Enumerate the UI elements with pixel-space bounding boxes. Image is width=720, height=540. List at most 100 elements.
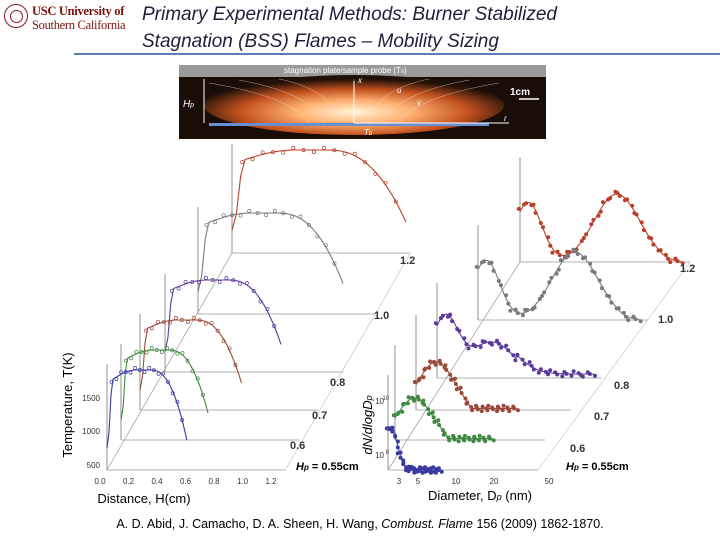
left-marker (190, 279, 195, 284)
right-marker (439, 469, 444, 474)
right-marker (393, 433, 398, 438)
flame-photo: stagnation plate/sample probe (Ts) Hp x … (179, 65, 546, 139)
left-marker (166, 379, 170, 384)
right-marker (464, 342, 469, 347)
right-marker (416, 397, 421, 402)
left-marker (190, 369, 195, 374)
right-x-tick: 50 (545, 477, 554, 486)
tb-label: Tb (364, 128, 373, 137)
right-curves (384, 189, 685, 475)
right-x-tick: 3 (397, 477, 402, 486)
right-y-tick-exponent: 8 (386, 450, 390, 456)
right-depth-label: 1.0 (658, 314, 673, 326)
left-marker (165, 346, 170, 350)
left-marker (185, 358, 190, 363)
right-marker (450, 319, 455, 324)
right-marker (663, 252, 668, 257)
citation-ref: 156 (2009) 1862-1870. (472, 517, 604, 531)
right-marker (515, 311, 520, 316)
right-marker (626, 318, 631, 323)
right-marker (482, 259, 487, 264)
left-marker (129, 356, 134, 361)
right-marker (476, 438, 481, 443)
left-x-tick: 0.0 (94, 477, 106, 486)
right-ylabel: dN/dlogDp (360, 395, 375, 454)
left-marker (298, 214, 303, 219)
right-marker (554, 271, 559, 276)
right-marker (448, 312, 453, 317)
right-marker (638, 319, 643, 324)
left-curve (164, 279, 282, 352)
right-marker (449, 377, 454, 382)
right-marker (469, 405, 474, 409)
right-marker (531, 367, 536, 372)
right-marker (475, 407, 480, 412)
left-marker (161, 319, 166, 324)
right-marker (680, 261, 685, 266)
left-marker (124, 358, 129, 363)
left-depth-label: 1.2 (400, 255, 415, 267)
left-marker (133, 366, 138, 370)
left-marker (342, 151, 347, 156)
left-marker (264, 213, 269, 217)
right-marker (557, 253, 562, 258)
right-marker (639, 220, 644, 225)
right-marker (599, 286, 604, 291)
left-marker (173, 316, 178, 320)
left-marker (170, 348, 175, 353)
right-marker (630, 203, 635, 208)
left-marker (204, 222, 209, 227)
right-marker (598, 209, 603, 214)
title-line1: Primary Experimental Methods: Burner Sta… (142, 4, 558, 25)
right-marker (440, 313, 445, 318)
right-marker (506, 348, 511, 353)
right-x-tick: 10 (452, 477, 461, 486)
left-marker (197, 318, 202, 323)
left-depth-label: 1.0 (374, 310, 389, 322)
right-marker (600, 200, 605, 205)
right-marker (513, 307, 518, 312)
right-marker (479, 409, 484, 414)
right-marker (496, 279, 501, 283)
right-marker (453, 382, 458, 386)
right-marker (548, 368, 553, 373)
left-marker (247, 209, 252, 213)
right-marker (546, 235, 551, 240)
left-marker (169, 288, 174, 293)
left-marker (291, 146, 296, 150)
right-marker (527, 360, 532, 365)
right-marker (515, 352, 520, 357)
right-marker (649, 236, 654, 241)
right-marker (583, 255, 588, 260)
title-underline (74, 53, 720, 55)
right-marker (508, 308, 513, 313)
left-marker (373, 171, 378, 176)
left-marker (142, 370, 147, 374)
right-marker (428, 359, 433, 364)
title-line2: Stagnation (BSS) Flames – Mobility Sizin… (142, 31, 499, 52)
right-frames (387, 157, 691, 471)
right-marker (478, 345, 483, 349)
left-texts: 1.2 1.0 0.8 0.7 0.6 0.0 0.2 0.4 0.6 0.8 1.0 1.2 1500… (82, 255, 415, 486)
right-marker (402, 401, 406, 406)
left-marker (200, 393, 205, 397)
right-marker (436, 468, 441, 472)
right-marker (496, 406, 501, 411)
right-marker (624, 314, 628, 319)
left-marker (213, 220, 218, 225)
right-marker (412, 398, 417, 403)
left-marker (123, 370, 128, 375)
left-marker (281, 150, 286, 155)
left-marker (179, 318, 184, 322)
left-ylabel: Temperature, T(K) (60, 352, 75, 457)
right-marker (483, 439, 488, 444)
left-marker (322, 146, 327, 150)
right-marker (412, 380, 417, 384)
right-marker (542, 290, 547, 295)
left-marker (255, 211, 260, 215)
right-marker (491, 268, 496, 273)
r-label: r (504, 114, 507, 123)
right-marker (430, 410, 435, 415)
right-marker (440, 428, 445, 433)
left-marker (227, 346, 232, 351)
